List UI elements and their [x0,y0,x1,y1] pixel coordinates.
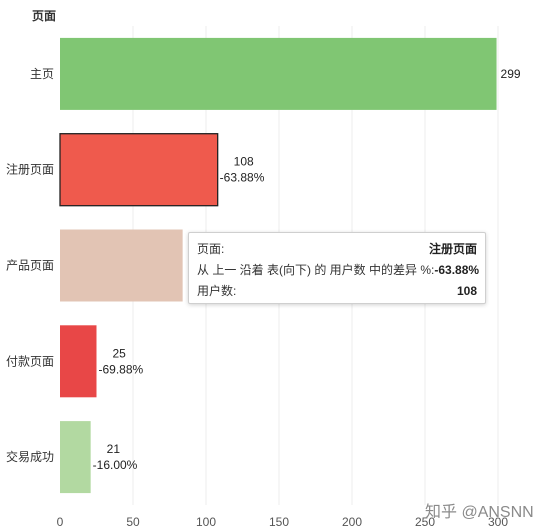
category-label-4: 交易成功 [6,449,54,464]
x-tick-label-0: 0 [57,515,64,529]
bar-0 [60,37,497,110]
tooltip-row-page: 页面: 注册页面 [197,239,477,260]
tooltip-row-diff: 从 上一 沿着 表(向下) 的 用户数 中的差异 %: -63.88% [197,260,480,281]
tooltip-diff-label: 从 上一 沿着 表(向下) 的 用户数 中的差异 %: [197,263,435,277]
x-tick-label-4: 200 [342,515,362,529]
bar-4 [60,421,91,494]
x-tick-label-3: 150 [269,515,289,529]
watermark: 知乎 @ANSNN [425,504,534,521]
category-label-2: 产品页面 [6,259,54,273]
tooltip-row-users: 用户数: 108 [197,281,477,302]
tooltip-page-label: 页面: [197,242,225,256]
tooltip-users-value: 108 [456,284,477,298]
tooltip-page-value: 注册页面 [428,242,477,256]
bar-2 [60,229,183,302]
x-tick-label-1: 50 [126,515,140,529]
x-tick-label-6: 300 [488,515,508,529]
tooltip: 页面: 注册页面 从 上一 沿着 表(向下) 的 用户数 中的差异 %: -63… [188,232,486,304]
bar-3 [60,325,97,398]
value-label-1: 108 [234,155,254,169]
category-label-0: 主页 [30,67,54,81]
tooltip-users-label: 用户数: [197,284,237,298]
category-label-1: 注册页面 [6,162,54,177]
diff-label-4: -16.00% [93,458,138,472]
category-label-3: 付款页面 [6,354,54,368]
value-label-0: 299 [501,67,521,81]
value-label-3: 25 [113,346,127,360]
tooltip-diff-value: -63.88% [434,263,480,277]
bar-1 [59,133,219,207]
diff-label-3: -69.88% [99,362,144,376]
diff-label-1: -63.88% [220,171,265,185]
x-tick-label-2: 100 [196,515,216,529]
x-tick-label-5: 250 [415,515,435,529]
value-label-4: 21 [107,442,121,456]
category-axis-header: 页面 [32,9,56,23]
